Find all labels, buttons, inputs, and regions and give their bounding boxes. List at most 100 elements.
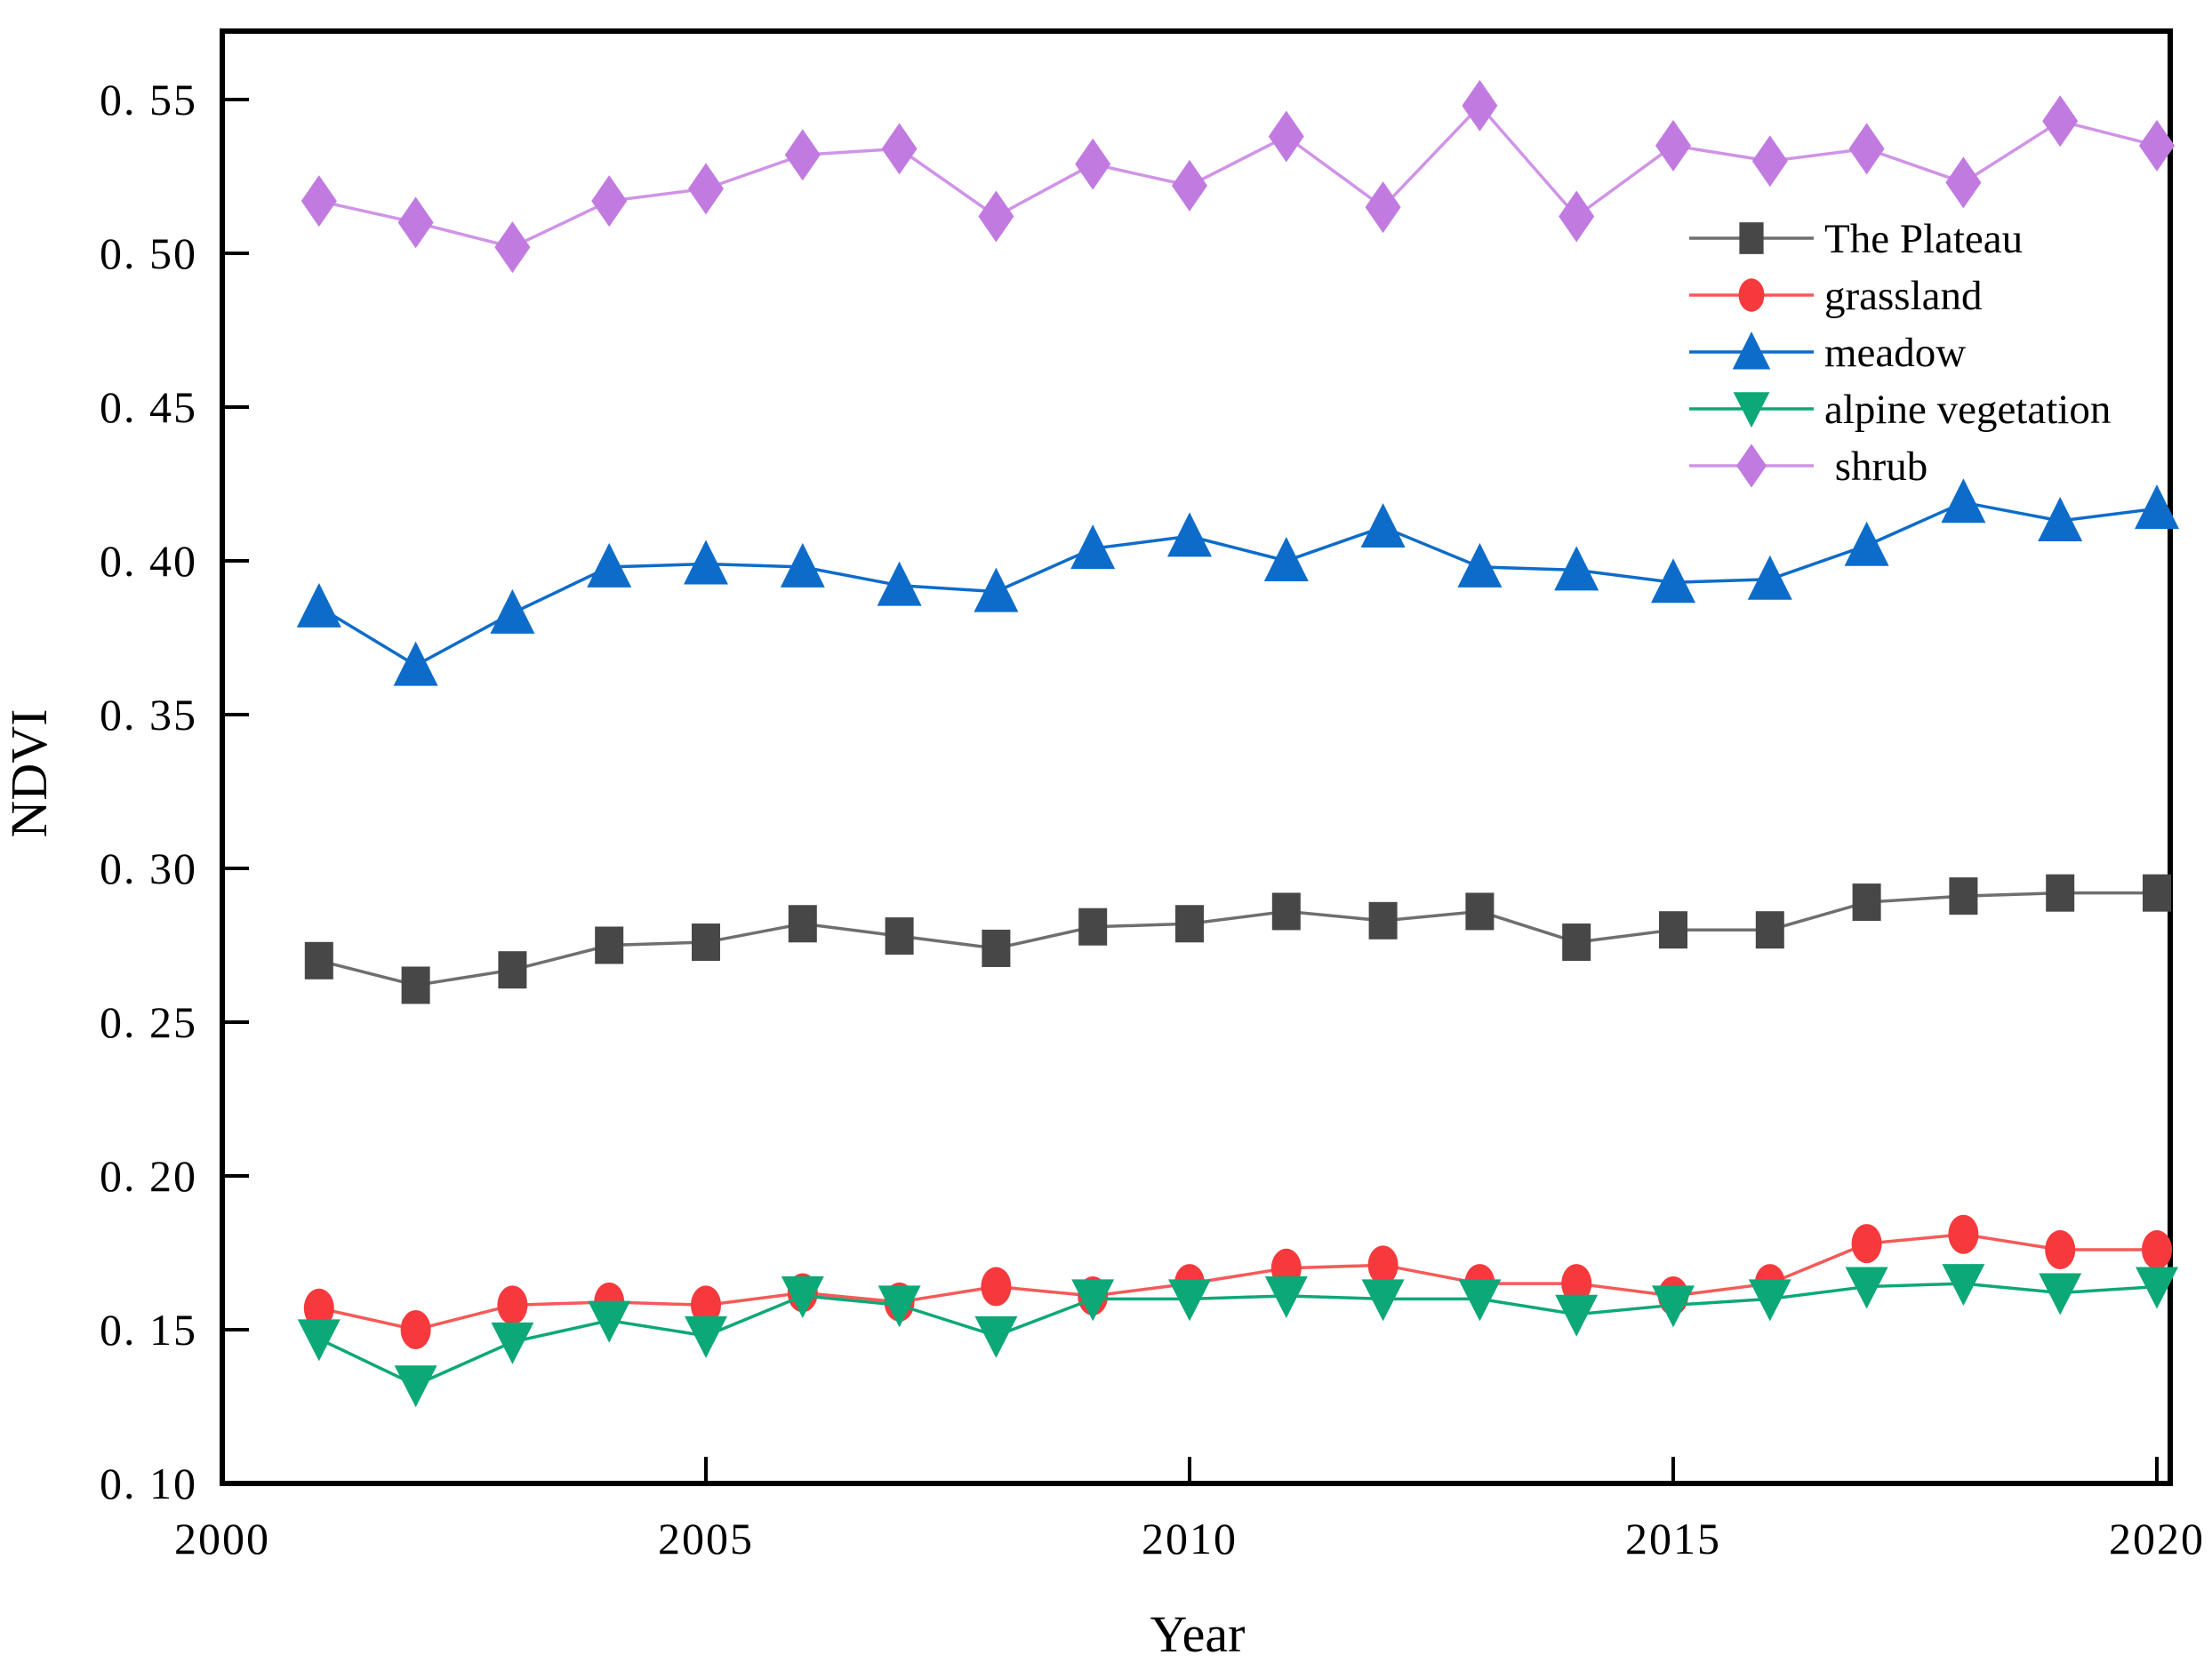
- series-grassland: [303, 1214, 2172, 1349]
- data-point-marker: [400, 1310, 431, 1349]
- data-point-marker: [1264, 1275, 1308, 1318]
- data-point-marker: [1367, 1245, 1399, 1285]
- y-tick-label: 0. 10: [100, 1459, 197, 1508]
- data-point-marker: [1457, 542, 1503, 588]
- data-point-marker: [1651, 558, 1695, 604]
- y-tick-label: 0. 45: [100, 382, 197, 432]
- data-point-marker: [1659, 911, 1687, 949]
- data-point-marker: [2038, 497, 2083, 542]
- data-point-marker: [780, 542, 825, 588]
- data-point-marker: [1360, 502, 1406, 548]
- data-point-marker: [1748, 1279, 1791, 1322]
- data-point-marker: [1554, 546, 1599, 591]
- data-point-marker: [1561, 1264, 1592, 1304]
- series-the-plateau: [304, 874, 2171, 1004]
- data-point-marker: [1751, 135, 1788, 188]
- data-point-marker: [685, 1315, 727, 1358]
- series-line: [317, 500, 2158, 668]
- data-point-marker: [1852, 883, 1881, 922]
- data-point-marker: [1075, 138, 1111, 190]
- data-point-marker: [784, 129, 821, 181]
- legend-item-grassland: grassland: [1689, 273, 1983, 319]
- data-point-marker: [2135, 484, 2179, 530]
- data-point-marker: [1458, 1279, 1502, 1322]
- data-point-marker: [1844, 521, 1889, 566]
- data-point-marker: [2136, 1267, 2178, 1309]
- data-point-marker: [1078, 907, 1108, 946]
- x-axis: 2000 2005 2010 2015 2020: [174, 1457, 2203, 1563]
- data-point-marker: [394, 1365, 437, 1408]
- data-point-marker: [788, 905, 817, 943]
- data-point-marker: [2139, 119, 2175, 172]
- data-point-marker: [981, 1267, 1012, 1307]
- legend-label: alpine vegetation: [1824, 387, 2111, 433]
- y-axis: 0. 10 0. 15 0. 20 0. 25 0. 30 0. 35 0. 40 0. 45…: [100, 75, 249, 1508]
- data-point-marker: [1945, 156, 1982, 209]
- x-tick-label: 2010: [1142, 1514, 1238, 1563]
- data-point-marker: [974, 567, 1019, 612]
- data-point-marker: [1755, 911, 1784, 949]
- data-point-marker: [1941, 478, 1986, 524]
- data-point-marker: [498, 951, 527, 989]
- data-point-marker: [397, 196, 434, 249]
- data-point-marker: [2046, 874, 2075, 912]
- y-axis-title: NDVI: [0, 709, 58, 838]
- data-point-marker: [1175, 905, 1204, 943]
- data-point-marker: [393, 641, 438, 686]
- data-point-marker: [974, 1315, 1018, 1358]
- data-point-marker: [1942, 1264, 1985, 1307]
- data-point-marker: [491, 1322, 534, 1364]
- data-point-marker: [1465, 892, 1495, 931]
- data-point-marker: [881, 123, 918, 175]
- data-point-marker: [1263, 537, 1309, 581]
- x-tick-label: 2000: [174, 1514, 270, 1563]
- data-point-marker: [1268, 110, 1304, 163]
- x-tick-label: 2015: [1625, 1514, 1721, 1563]
- data-point-marker: [1172, 159, 1207, 212]
- series-line: [318, 1282, 2158, 1387]
- legend-marker-triangle-down-icon: [1733, 392, 1770, 428]
- data-point-marker: [591, 175, 628, 228]
- data-point-marker: [497, 1285, 528, 1325]
- data-point-marker: [304, 941, 333, 979]
- legend-marker-square-icon: [1739, 222, 1764, 254]
- data-point-marker: [2045, 1230, 2076, 1270]
- data-point-marker: [1652, 1285, 1695, 1328]
- series-layer: [296, 79, 2179, 1408]
- data-point-marker: [2143, 874, 2171, 912]
- legend-item-meadow: meadow: [1689, 330, 1966, 376]
- legend-label: meadow: [1824, 330, 1966, 376]
- data-point-marker: [401, 966, 430, 1004]
- data-point-marker: [303, 1288, 334, 1328]
- data-point-marker: [588, 1300, 631, 1343]
- data-point-marker: [688, 163, 724, 215]
- data-point-marker: [1848, 123, 1885, 175]
- data-point-marker: [2142, 1230, 2172, 1270]
- data-point-marker: [297, 1319, 341, 1362]
- data-point-marker: [1271, 892, 1301, 931]
- x-tick-label: 2005: [658, 1514, 754, 1563]
- legend-item-shrub: shrub: [1689, 444, 1927, 490]
- legend-marker-circle-icon: [1738, 278, 1765, 312]
- data-point-marker: [1845, 1267, 1888, 1309]
- data-point-marker: [587, 542, 632, 588]
- data-point-marker: [1555, 1294, 1599, 1337]
- data-point-marker: [877, 561, 922, 606]
- data-point-marker: [1070, 524, 1116, 570]
- data-point-marker: [684, 540, 728, 585]
- series-meadow: [296, 478, 2179, 686]
- data-point-marker: [692, 923, 720, 962]
- data-point-marker: [595, 926, 624, 964]
- y-tick-label: 0. 30: [100, 843, 197, 893]
- y-tick-label: 0. 40: [100, 536, 197, 586]
- data-point-marker: [2039, 1273, 2082, 1315]
- data-point-marker: [1559, 190, 1595, 243]
- y-tick-label: 0. 55: [100, 75, 197, 124]
- legend: The Plateau grassland meadow alpine vege…: [1689, 216, 2111, 490]
- data-point-marker: [982, 929, 1011, 967]
- data-point-marker: [1365, 181, 1401, 234]
- data-point-marker: [878, 1285, 921, 1328]
- legend-label: grassland: [1824, 273, 1983, 319]
